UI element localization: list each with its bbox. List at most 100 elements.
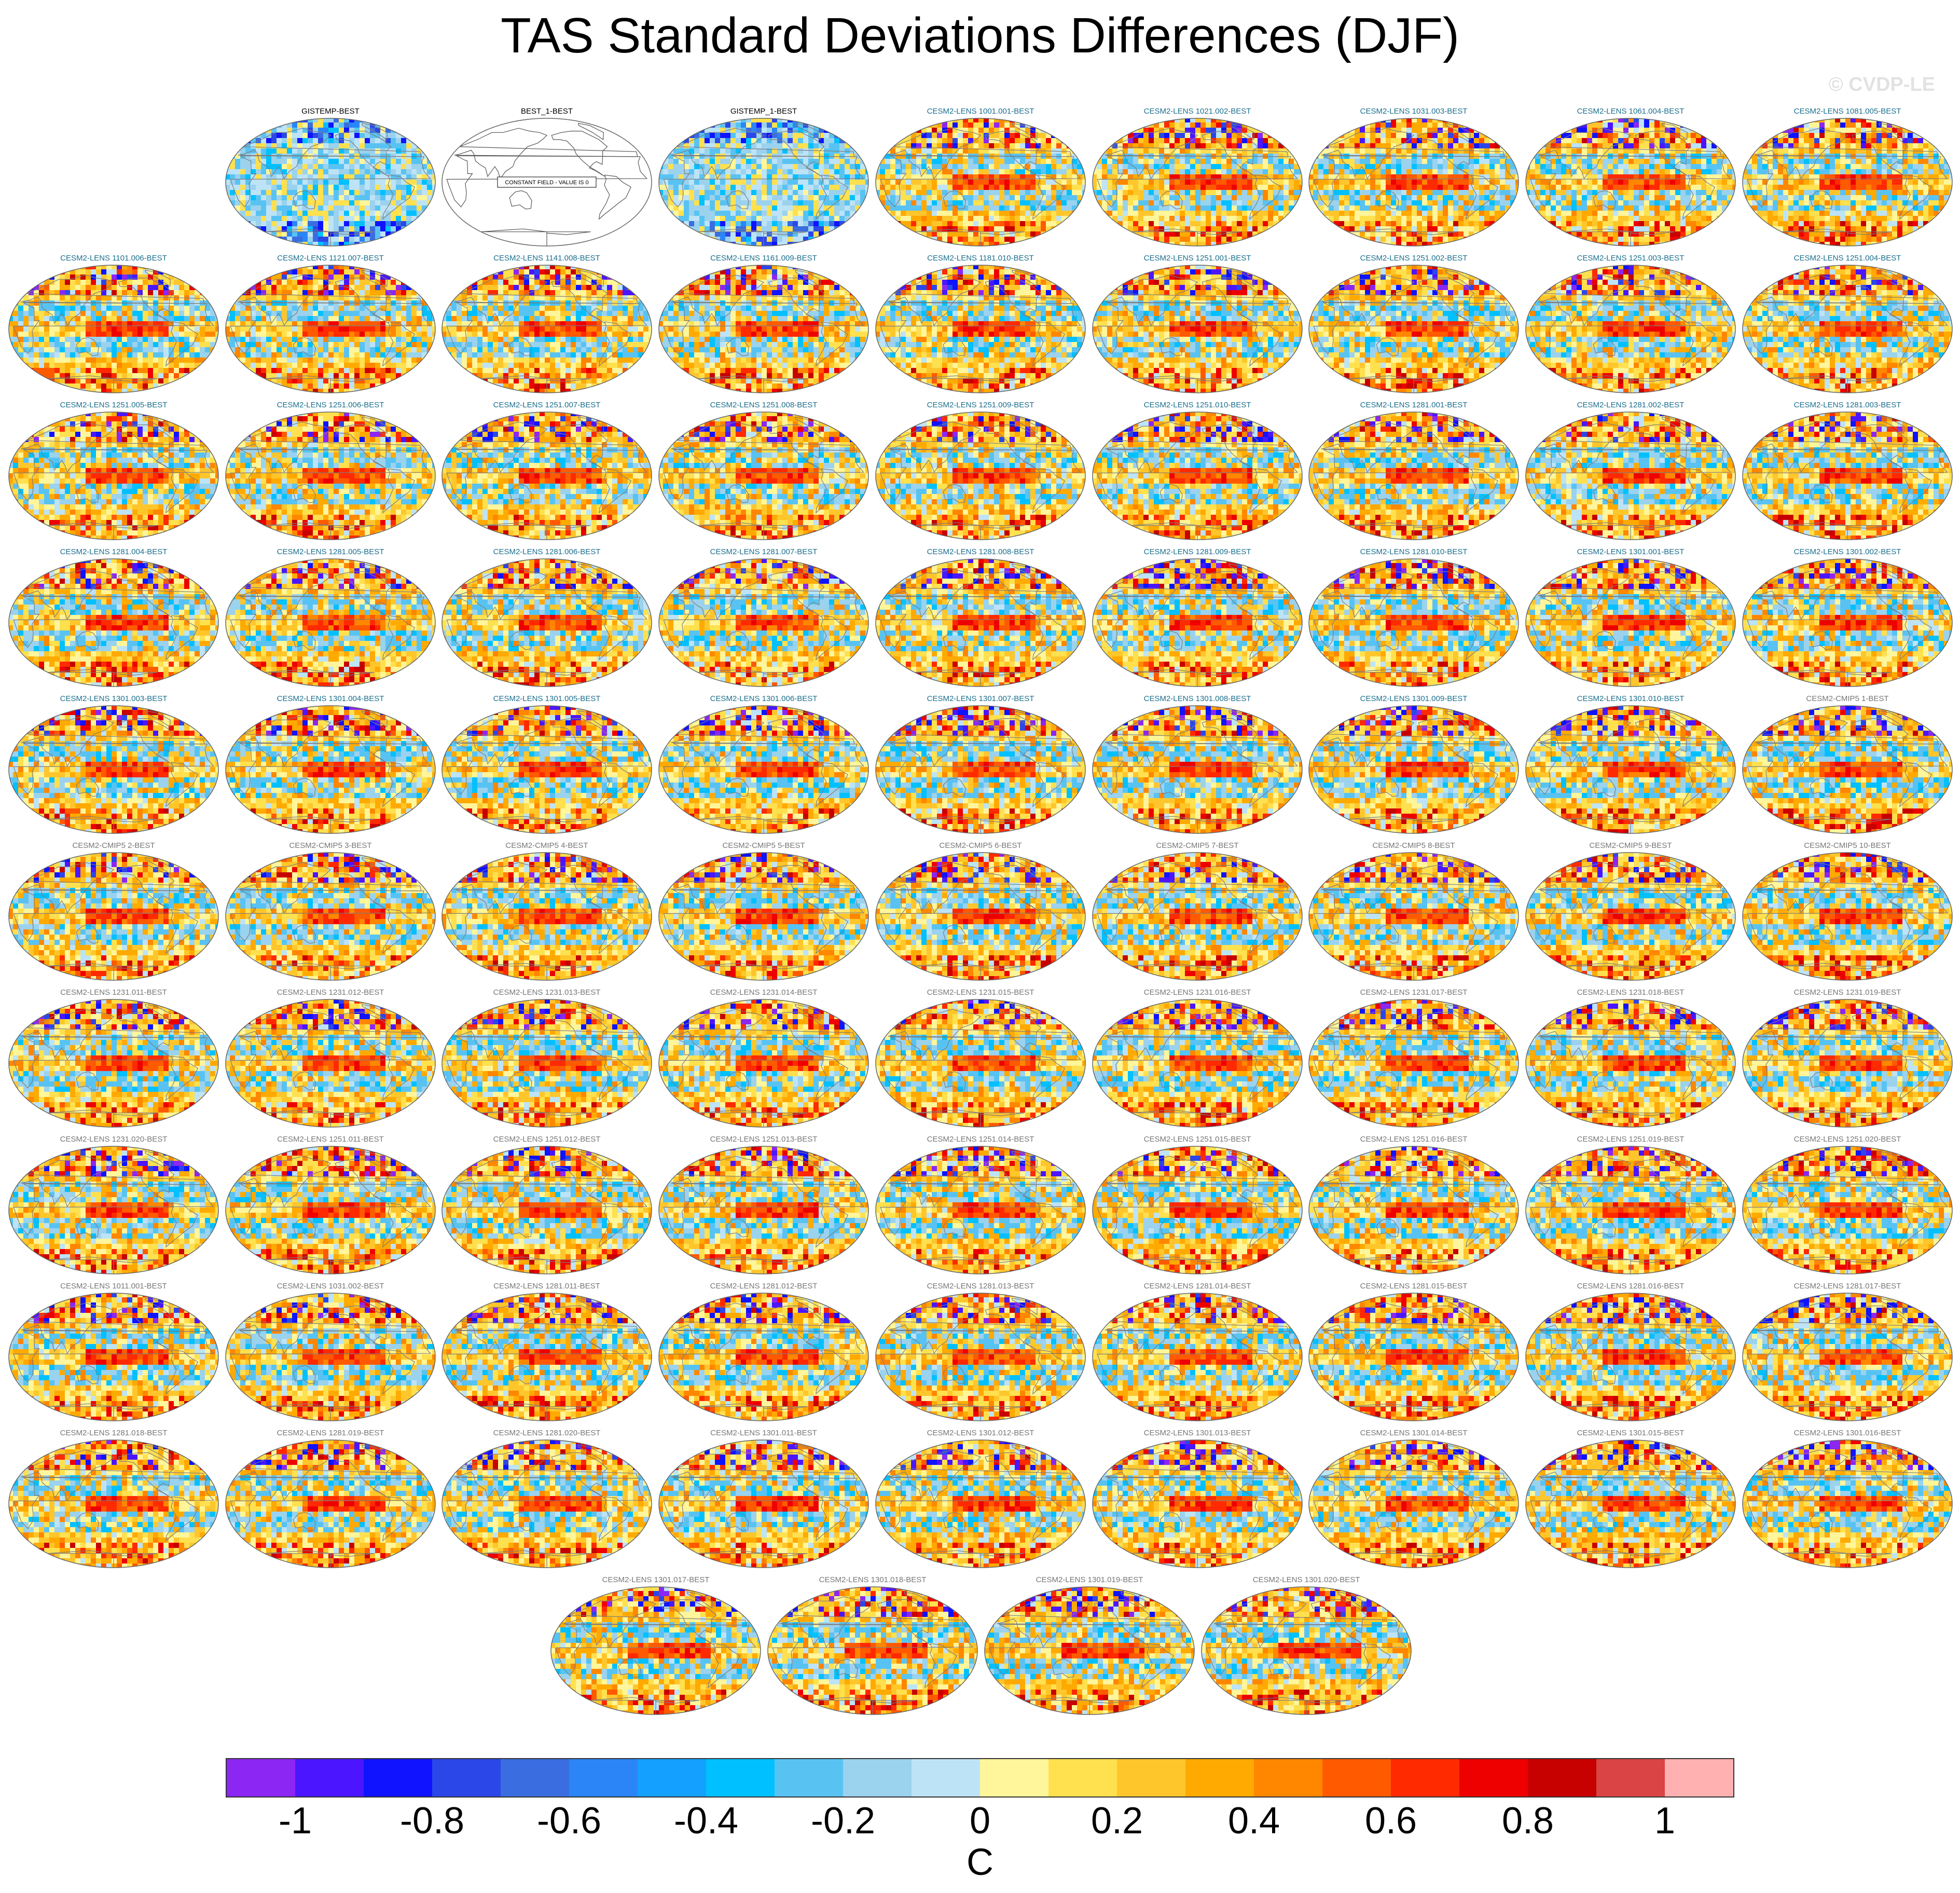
map-panel: CESM2-LENS 1281.005-BEST [225, 547, 436, 688]
panel-title: CESM2-CMIP5 6-BEST [875, 841, 1086, 850]
panel-title: CESM2-LENS 1301.012-BEST [875, 1429, 1086, 1437]
map-panel: CESM2-LENS 1301.020-BEST [1200, 1575, 1412, 1716]
map-panel: CESM2-LENS 1301.015-BEST [1525, 1429, 1736, 1569]
map-panel: CESM2-LENS 1281.018-BEST [8, 1429, 219, 1569]
world-map [1742, 1145, 1953, 1275]
map-panel: CESM2-LENS 1181.010-BEST [875, 254, 1086, 394]
panel-title: CESM2-LENS 1231.019-BEST [1742, 988, 1953, 997]
world-map [1308, 705, 1520, 834]
world-map [1092, 852, 1303, 981]
panel-title: CESM2-LENS 1301.017-BEST [550, 1575, 762, 1584]
panel-title: CESM2-LENS 1231.015-BEST [875, 988, 1086, 997]
panel-title: CESM2-LENS 1001.001-BEST [875, 107, 1086, 116]
panel-title: CESM2-LENS 1251.003-BEST [1525, 254, 1736, 263]
colorbar-box [1322, 1759, 1391, 1796]
panel-title: CESM2-LENS 1301.019-BEST [984, 1575, 1195, 1584]
map-panel: CESM2-LENS 1251.020-BEST [1742, 1135, 1953, 1275]
map-panel: CESM2-LENS 1231.014-BEST [658, 988, 869, 1128]
map-panel: CESM2-LENS 1281.015-BEST [1308, 1282, 1520, 1422]
world-map [1308, 1145, 1520, 1275]
map-panel: CESM2-LENS 1141.008-BEST [441, 254, 653, 394]
colorbar-unit: C [0, 1841, 1960, 1884]
panel-title: CESM2-LENS 1301.011-BEST [658, 1429, 869, 1437]
world-map [875, 117, 1086, 247]
map-panel: CESM2-LENS 1231.012-BEST [225, 988, 436, 1128]
panel-title: CESM2-CMIP5 4-BEST [441, 841, 653, 850]
map-panel: CESM2-LENS 1301.005-BEST [441, 694, 653, 834]
world-map [441, 852, 653, 981]
world-map [1525, 1145, 1736, 1275]
panel-title: CESM2-CMIP5 5-BEST [658, 841, 869, 850]
panel-title: CESM2-LENS 1181.010-BEST [875, 254, 1086, 263]
map-panel: CESM2-LENS 1231.017-BEST [1308, 988, 1520, 1128]
world-map [875, 705, 1086, 834]
world-map [225, 558, 436, 688]
panel-title: CESM2-CMIP5 7-BEST [1092, 841, 1303, 850]
panel-title: CESM2-LENS 1281.017-BEST [1742, 1282, 1953, 1291]
world-map [8, 1145, 219, 1275]
panel-title: CESM2-LENS 1301.001-BEST [1525, 547, 1736, 556]
panel-title: CESM2-CMIP5 1-BEST [1742, 694, 1953, 703]
world-map [1742, 1292, 1953, 1422]
panel-title: CESM2-LENS 1281.011-BEST [441, 1282, 653, 1291]
map-panel: CESM2-LENS 1301.018-BEST [767, 1575, 978, 1716]
colorbar-box [706, 1759, 775, 1796]
map-panel: CESM2-LENS 1031.003-BEST [1308, 107, 1520, 247]
panel-title: CESM2-LENS 1251.004-BEST [1742, 254, 1953, 263]
panel-title: CESM2-LENS 1301.003-BEST [8, 694, 219, 703]
world-map [658, 558, 869, 688]
map-panel: CESM2-LENS 1301.002-BEST [1742, 547, 1953, 688]
map-panel: CESM2-LENS 1281.002-BEST [1525, 401, 1736, 541]
world-map [658, 705, 869, 834]
watermark: © CVDP-LE [1829, 74, 1935, 96]
world-map [1525, 411, 1736, 541]
panel-title: CESM2-LENS 1281.018-BEST [8, 1429, 219, 1437]
world-map [767, 1586, 978, 1716]
colorbar-box [775, 1759, 843, 1796]
panel-title: CESM2-LENS 1281.009-BEST [1092, 547, 1303, 556]
colorbar-box [980, 1759, 1048, 1796]
map-panel: CESM2-CMIP5 1-BEST [1742, 694, 1953, 834]
map-panel: CESM2-LENS 1101.006-BEST [8, 254, 219, 394]
panel-title: CESM2-LENS 1251.020-BEST [1742, 1135, 1953, 1144]
world-map [1200, 1586, 1412, 1716]
map-panel: CESM2-LENS 1251.010-BEST [1092, 401, 1303, 541]
panel-title: CESM2-LENS 1301.018-BEST [767, 1575, 978, 1584]
colorbar-tick-label: 0 [970, 1800, 990, 1842]
world-map [8, 1439, 219, 1569]
world-map [1308, 1439, 1520, 1569]
map-panel: CESM2-LENS 1251.001-BEST [1092, 254, 1303, 394]
map-panel: CESM2-LENS 1281.019-BEST [225, 1429, 436, 1569]
panel-title: CESM2-LENS 1121.007-BEST [225, 254, 436, 263]
colorbar-box [227, 1759, 295, 1796]
map-panel: CESM2-CMIP5 5-BEST [658, 841, 869, 981]
world-map [875, 852, 1086, 981]
panel-title: CESM2-LENS 1281.003-BEST [1742, 401, 1953, 409]
colorbar-box [1117, 1759, 1185, 1796]
map-panel: CESM2-CMIP5 4-BEST [441, 841, 653, 981]
colorbar-tick-label: -0.8 [400, 1800, 464, 1842]
world-map [225, 264, 436, 394]
world-map [1525, 998, 1736, 1128]
panel-title: CESM2-LENS 1281.012-BEST [658, 1282, 869, 1291]
colorbar-box [638, 1759, 706, 1796]
colorbar-box [569, 1759, 638, 1796]
world-map [1525, 558, 1736, 688]
panel-title: CESM2-CMIP5 9-BEST [1525, 841, 1736, 850]
colorbar-box [1391, 1759, 1459, 1796]
world-map [441, 411, 653, 541]
map-panel: CESM2-CMIP5 9-BEST [1525, 841, 1736, 981]
panel-title: CESM2-CMIP5 10-BEST [1742, 841, 1953, 850]
page-title: TAS Standard Deviations Differences (DJF… [0, 7, 1960, 64]
map-panel: CESM2-LENS 1301.011-BEST [658, 1429, 869, 1569]
panel-title: CESM2-LENS 1251.001-BEST [1092, 254, 1303, 263]
world-map [1308, 998, 1520, 1128]
world-map [441, 1439, 653, 1569]
world-map [658, 1439, 869, 1569]
map-panel: CESM2-LENS 1251.014-BEST [875, 1135, 1086, 1275]
panel-title: CESM2-LENS 1301.002-BEST [1742, 547, 1953, 556]
world-map [441, 1292, 653, 1422]
panel-title: CESM2-LENS 1231.017-BEST [1308, 988, 1520, 997]
world-map [658, 264, 869, 394]
world-map [225, 998, 436, 1128]
